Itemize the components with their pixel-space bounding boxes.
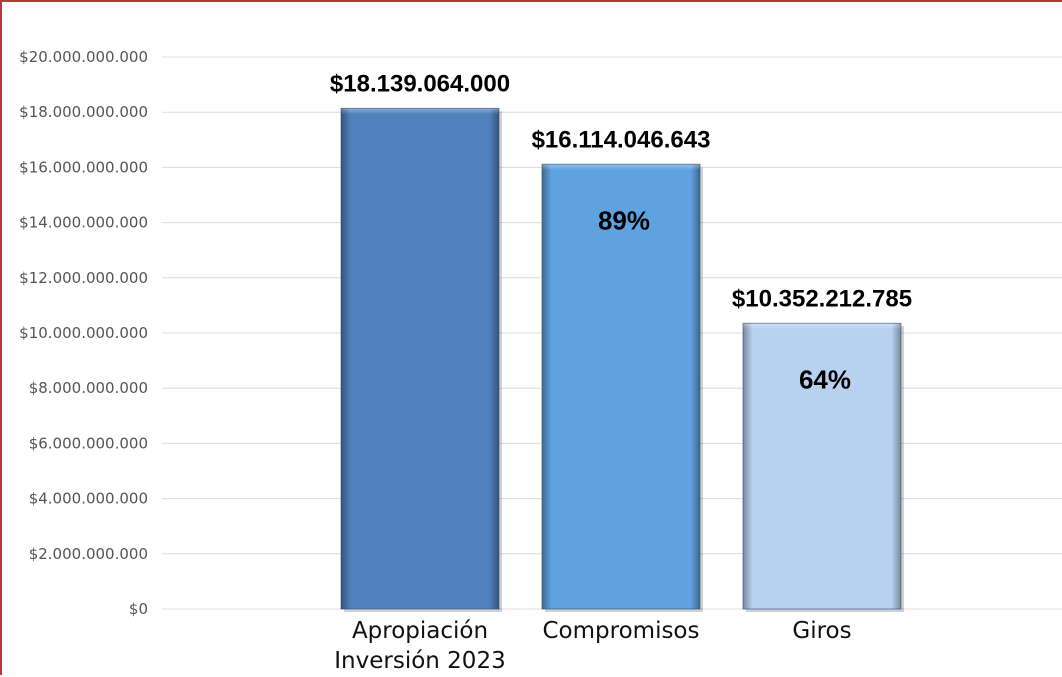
y-tick-label: $12.000.000.000 bbox=[19, 269, 148, 287]
y-tick-label: $4.000.000.000 bbox=[29, 490, 148, 508]
x-category-label: Inversión 2023 bbox=[334, 648, 505, 674]
x-category-label: Compromisos bbox=[543, 618, 700, 644]
x-category-label: Giros bbox=[792, 618, 851, 644]
y-tick-label: $18.000.000.000 bbox=[19, 103, 148, 121]
bar-percent-label: 64% bbox=[799, 364, 851, 394]
bar-value-label: $10.352.212.785 bbox=[732, 285, 912, 312]
bar-top-bevel bbox=[341, 108, 499, 115]
y-tick-label: $14.000.000.000 bbox=[19, 214, 148, 232]
x-category-label: Apropiación bbox=[352, 618, 488, 644]
bar-top-bevel bbox=[743, 323, 901, 330]
y-tick-label: $8.000.000.000 bbox=[29, 379, 148, 397]
y-tick-label: $0 bbox=[129, 600, 148, 618]
x-axis-categories: Apropiación Inversión 2023 Compromisos Giro… bbox=[334, 618, 851, 674]
bar-bevel bbox=[341, 108, 499, 610]
y-tick-label: $16.000.000.000 bbox=[19, 158, 148, 176]
y-tick-label: $6.000.000.000 bbox=[29, 434, 148, 452]
bar-bevel bbox=[542, 164, 700, 609]
bar-outline bbox=[541, 163, 701, 610]
y-tick-label: $20.000.000.000 bbox=[19, 48, 148, 66]
bar-percent-label: 89% bbox=[598, 205, 650, 235]
bar-value-label: $18.139.064.000 bbox=[330, 70, 510, 97]
bar-top-bevel bbox=[542, 164, 700, 171]
bar-outline bbox=[742, 322, 902, 610]
y-tick-label: $10.000.000.000 bbox=[19, 324, 148, 342]
y-axis-ticks: $0 $2.000.000.000 $4.000.000.000 $6.000.000… bbox=[19, 48, 148, 618]
bars bbox=[340, 107, 904, 613]
data-labels: $18.139.064.000 $16.114.046.643 89% $10.352… bbox=[330, 70, 912, 394]
bar-bevel bbox=[743, 323, 901, 609]
y-tick-label: $2.000.000.000 bbox=[29, 545, 148, 563]
bar-outline bbox=[340, 107, 500, 610]
bar-value-label: $16.114.046.643 bbox=[532, 126, 711, 153]
